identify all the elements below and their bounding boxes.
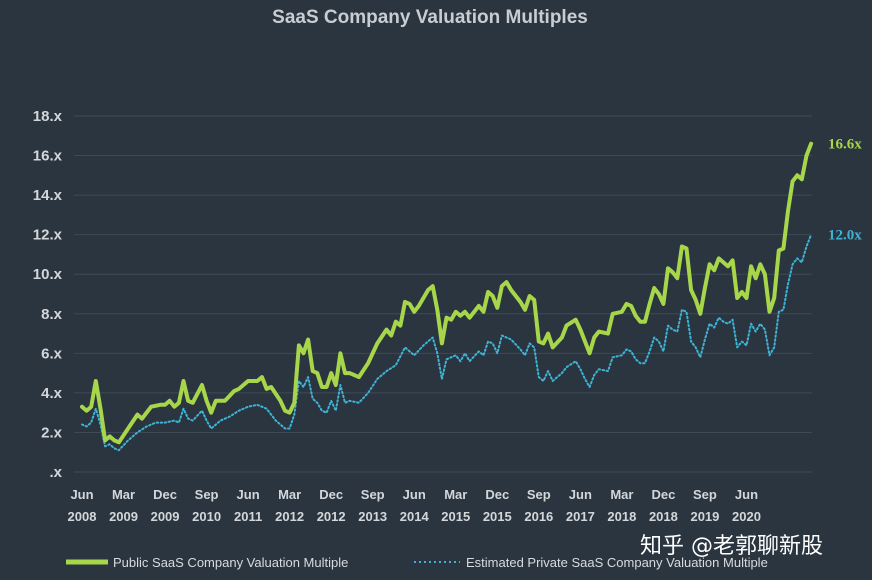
y-tick-label: 10.x xyxy=(33,266,63,283)
x-tick: Jun 2020 xyxy=(732,487,761,524)
x-tick-month: Sep xyxy=(693,487,717,502)
x-tick: Mar 2018 xyxy=(607,487,636,524)
x-tick-year: 2008 xyxy=(68,509,97,524)
x-tick-month: Jun xyxy=(403,487,426,502)
x-tick-year: 2011 xyxy=(234,509,262,524)
x-tick: Jun 2017 xyxy=(566,487,595,524)
x-tick: Dec 2018 xyxy=(649,487,678,524)
x-tick: Sep 2016 xyxy=(524,487,553,524)
x-tick: Dec 2009 xyxy=(151,487,180,524)
end-labels: 12.0x 16.6x xyxy=(828,137,862,244)
x-tick-month: Mar xyxy=(610,487,633,502)
legend-label-public: Public SaaS Company Valuation Multiple xyxy=(113,555,348,570)
x-tick-month: Sep xyxy=(361,487,385,502)
x-tick-month: Dec xyxy=(485,487,509,502)
x-tick-year: 2017 xyxy=(566,509,595,524)
legend: Public SaaS Company Valuation Multiple E… xyxy=(66,555,768,570)
x-tick-year: 2015 xyxy=(483,509,512,524)
x-tick: Sep 2019 xyxy=(690,487,719,524)
x-tick: Dec 2012 xyxy=(317,487,346,524)
x-tick-year: 2019 xyxy=(690,509,719,524)
y-tick-label: 4.x xyxy=(41,385,63,402)
x-tick: Sep 2013 xyxy=(358,487,387,524)
chart-title: SaaS Company Valuation Multiples xyxy=(272,7,588,28)
x-tick-month: Mar xyxy=(444,487,467,502)
x-tick-month: Sep xyxy=(527,487,551,502)
x-tick-year: 2020 xyxy=(732,509,761,524)
y-tick-label: 12.x xyxy=(33,227,63,244)
x-tick-month: Mar xyxy=(112,487,135,502)
x-tick-month: Dec xyxy=(319,487,343,502)
x-tick-year: 2016 xyxy=(524,509,553,524)
end-label-private: 12.0x xyxy=(828,228,862,244)
x-tick: Jun 2014 xyxy=(400,487,430,524)
x-tick-year: 2013 xyxy=(358,509,387,524)
x-tick-month: Dec xyxy=(153,487,177,502)
x-tick-month: Jun xyxy=(70,487,93,502)
x-tick: Jun 2011 xyxy=(234,487,262,524)
series-line-private xyxy=(81,233,813,452)
x-tick-year: 2014 xyxy=(400,509,430,524)
x-tick: Mar 2009 xyxy=(109,487,138,524)
x-tick: Jun 2008 xyxy=(68,487,97,524)
y-tick-label: .x xyxy=(49,464,62,481)
x-tick-month: Jun xyxy=(735,487,758,502)
x-tick-year: 2012 xyxy=(317,509,346,524)
y-axis-ticks: .x 2.x 4.x 6.x 8.x 10.x 12.x 14.x 16.x 18.x xyxy=(33,108,63,481)
y-tick-label: 6.x xyxy=(41,345,63,362)
x-axis-ticks: Jun 2008 Mar 2009 Dec 2009 Sep 2010 Jun 2011 Mar 20… xyxy=(68,487,761,524)
gridlines xyxy=(74,115,812,473)
series-lines xyxy=(80,141,814,452)
x-tick-month: Dec xyxy=(651,487,675,502)
y-tick-label: 18.x xyxy=(33,108,63,125)
y-tick-label: 14.x xyxy=(33,187,63,204)
x-tick-month: Jun xyxy=(237,487,260,502)
x-tick-year: 2012 xyxy=(275,509,304,524)
x-tick-year: 2018 xyxy=(649,509,678,524)
x-tick-year: 2009 xyxy=(109,509,138,524)
x-tick-year: 2018 xyxy=(607,509,636,524)
x-tick-year: 2015 xyxy=(441,509,470,524)
y-tick-label: 8.x xyxy=(41,306,63,323)
series-line-public xyxy=(80,141,814,445)
x-tick-year: 2009 xyxy=(151,509,180,524)
x-tick: Sep 2010 xyxy=(192,487,221,524)
legend-label-private: Estimated Private SaaS Company Valuation… xyxy=(466,555,768,570)
y-tick-label: 2.x xyxy=(41,424,63,441)
end-label-public: 16.6x xyxy=(828,137,862,153)
x-tick-month: Mar xyxy=(278,487,301,502)
x-tick-month: Jun xyxy=(569,487,592,502)
x-tick-year: 2010 xyxy=(192,509,221,524)
x-tick: Dec 2015 xyxy=(483,487,512,524)
x-tick: Mar 2015 xyxy=(441,487,470,524)
y-tick-label: 16.x xyxy=(33,148,63,165)
x-tick-month: Sep xyxy=(195,487,219,502)
x-tick: Mar 2012 xyxy=(275,487,304,524)
watermark: 知乎 @老郭聊新股 xyxy=(640,534,823,559)
